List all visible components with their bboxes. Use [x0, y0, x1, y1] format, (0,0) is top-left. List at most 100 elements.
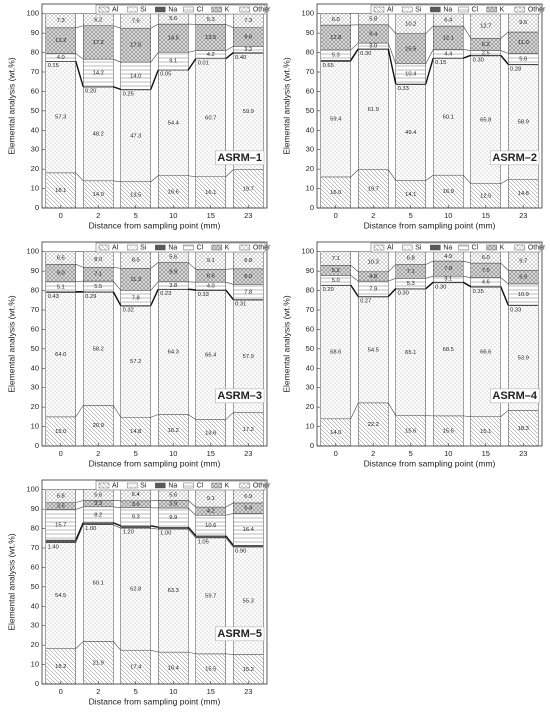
data-label: 7.8 [132, 295, 140, 301]
legend-label: Other [528, 7, 546, 14]
data-label: 65.8 [480, 117, 491, 123]
connector [150, 52, 159, 63]
data-label: 12.1 [443, 35, 454, 41]
data-label: 18.2 [55, 664, 66, 670]
connector [500, 50, 509, 54]
data-label: 4.6 [482, 280, 490, 286]
x-tick-label: 2 [96, 449, 100, 458]
bar-segment [395, 33, 426, 65]
legend-swatch [430, 6, 441, 13]
data-label: 14.5 [168, 36, 179, 42]
connector [188, 507, 196, 516]
legend-swatch [211, 244, 222, 251]
y-tick-label: 60 [306, 86, 314, 95]
data-label: 12.8 [330, 35, 341, 41]
data-label: 64.0 [55, 352, 66, 358]
data-label: 58.2 [93, 346, 104, 352]
data-label: 4.4 [444, 51, 453, 57]
connector [113, 641, 121, 651]
connector [388, 24, 396, 34]
chart-title: ASRM–5 [217, 628, 262, 640]
x-tick-label: 23 [519, 211, 527, 220]
data-label: 0.33 [510, 307, 521, 313]
legend-swatch [183, 482, 194, 489]
data-label: 13.5 [130, 192, 141, 198]
data-label: 15.0 [55, 429, 66, 435]
connector [500, 31, 509, 39]
data-label: 5.0 [332, 278, 340, 284]
bar-segment [83, 25, 114, 60]
legend-swatch [239, 244, 251, 251]
data-label: 9.1 [207, 496, 215, 502]
legend-label: Cl [472, 7, 479, 14]
y-tick-label: 60 [31, 86, 39, 95]
bar-segment [45, 251, 76, 265]
y-tick-label: 40 [306, 125, 314, 134]
connector [150, 288, 159, 306]
y-tick-label: 0 [35, 441, 39, 450]
legend-swatch [126, 6, 138, 13]
connector [188, 288, 196, 291]
data-label: 0.30 [360, 51, 371, 57]
bar-segment [83, 58, 114, 88]
data-label: 16.0 [330, 190, 341, 196]
data-label: 9.6 [244, 35, 252, 41]
y-tick-label: 50 [31, 344, 39, 353]
data-label: 13.6 [205, 430, 216, 436]
legend-swatch [401, 6, 413, 13]
data-label: 49.4 [405, 130, 417, 136]
y-tick-label: 10 [31, 184, 39, 193]
data-label: 20.9 [93, 423, 104, 429]
data-label: 54.5 [55, 593, 66, 599]
y-tick-label: 70 [306, 305, 314, 314]
x-tick-label: 10 [444, 211, 452, 220]
x-tick-label: 0 [59, 449, 63, 458]
connector [150, 525, 159, 528]
plot-frame [41, 479, 268, 685]
data-label: 0.90 [235, 549, 246, 555]
data-label: 3.1 [444, 277, 452, 283]
data-label: 6.6 [207, 273, 215, 279]
data-label: 0.15 [435, 60, 446, 66]
x-tick-label: 5 [134, 449, 138, 458]
data-label: 0.23 [160, 291, 171, 297]
data-label: 0.20 [323, 287, 334, 293]
bar-segment [433, 58, 464, 176]
data-label: 3.3 [94, 501, 102, 507]
data-label: 6.2 [94, 17, 102, 23]
connector [188, 500, 196, 508]
y-axis-label: Elemental analysis (wt.%) [6, 533, 16, 630]
y-tick-label: 50 [306, 106, 314, 115]
data-label: 66.6 [480, 349, 491, 355]
legend-label: Cl [197, 7, 204, 14]
legend-label: Cl [197, 483, 204, 490]
data-label: 54.4 [168, 120, 180, 126]
data-label: 53.9 [518, 356, 529, 362]
data-label: 59.9 [243, 109, 254, 115]
data-label: 3.8 [169, 283, 177, 289]
bar-segment [45, 13, 76, 29]
y-tick-label: 70 [31, 305, 39, 314]
x-tick-label: 2 [371, 211, 375, 220]
connector [188, 414, 196, 420]
data-label: 5.3 [207, 17, 215, 23]
y-tick-label: 80 [306, 286, 314, 295]
connector [188, 262, 196, 270]
bar-segment [320, 251, 351, 266]
data-label: 14.1 [405, 192, 416, 198]
legend-label: Other [253, 7, 271, 14]
data-label: 8.2 [94, 512, 102, 518]
y-tick-label: 50 [31, 106, 39, 115]
data-label: 0.01 [198, 60, 209, 66]
legend-swatch [126, 482, 138, 489]
legend-label: Si [140, 245, 147, 252]
data-label: 12.7 [480, 24, 491, 30]
data-label: 10.3 [368, 259, 379, 265]
y-tick-label: 70 [306, 67, 314, 76]
connector [75, 522, 84, 541]
data-label: 7.1 [407, 269, 415, 275]
bar-segment [120, 416, 151, 447]
data-label: 3.0 [369, 43, 377, 49]
connector [350, 265, 359, 273]
y-tick-label: 10 [306, 184, 314, 193]
